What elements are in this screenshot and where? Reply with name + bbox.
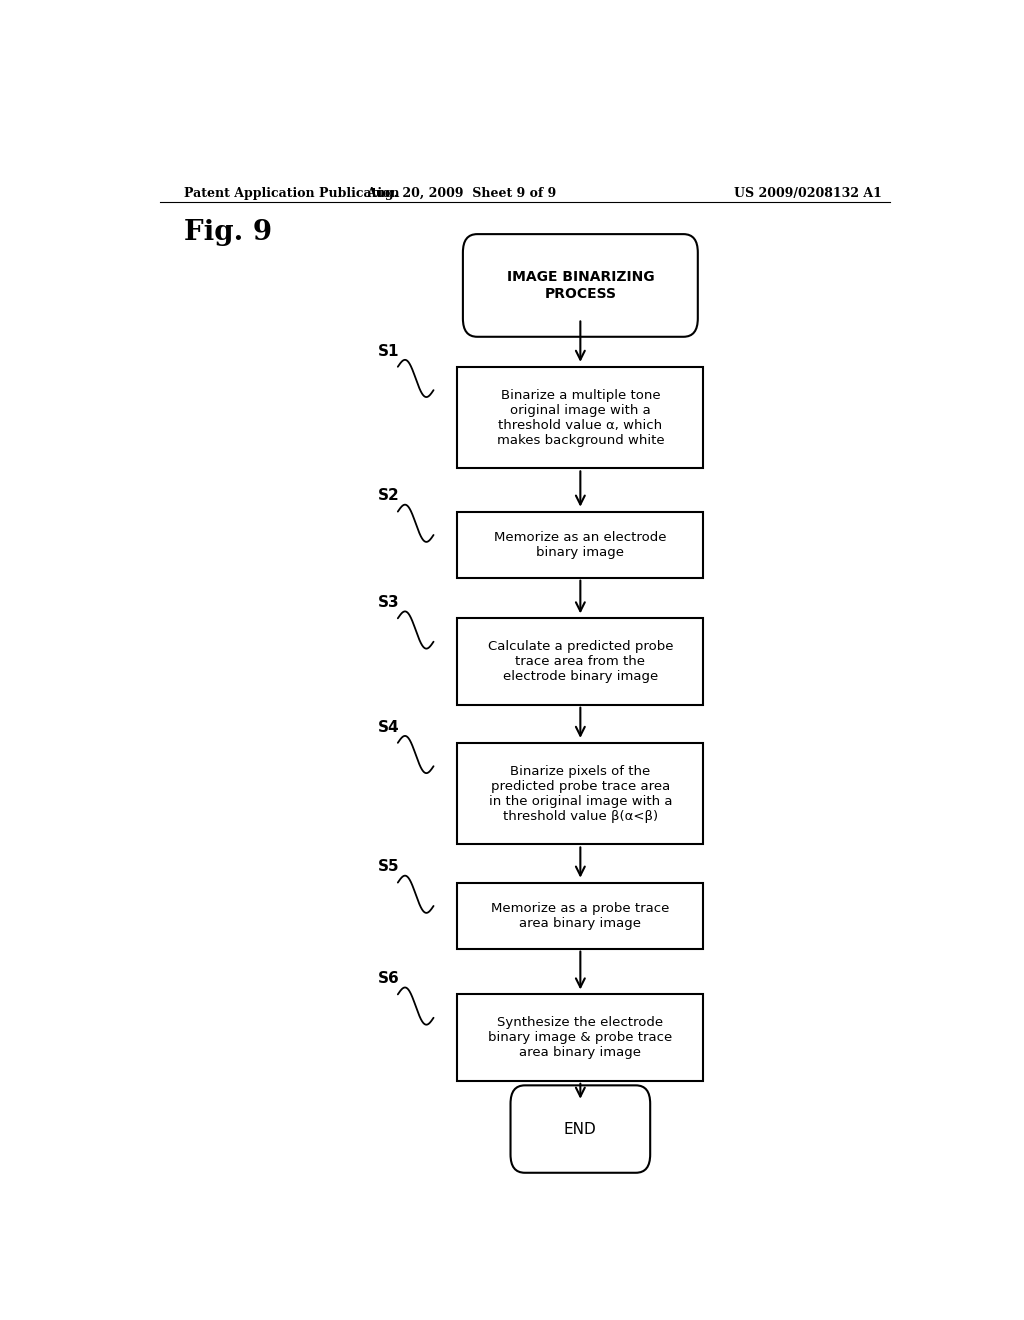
Bar [458, 743, 703, 845]
Text: US 2009/0208132 A1: US 2009/0208132 A1 [734, 187, 882, 199]
Text: S3: S3 [378, 595, 399, 610]
FancyBboxPatch shape [463, 234, 697, 337]
Text: S6: S6 [378, 972, 399, 986]
FancyBboxPatch shape [511, 1085, 650, 1172]
Text: Fig. 9: Fig. 9 [183, 219, 271, 247]
Text: S5: S5 [378, 859, 399, 874]
Text: Aug. 20, 2009  Sheet 9 of 9: Aug. 20, 2009 Sheet 9 of 9 [367, 187, 556, 199]
Text: S2: S2 [378, 488, 399, 503]
Text: Patent Application Publication: Patent Application Publication [183, 187, 399, 199]
Text: Binarize a multiple tone
original image with a
threshold value α, which
makes ba: Binarize a multiple tone original image … [497, 388, 665, 446]
Bar [458, 618, 703, 705]
Text: S4: S4 [378, 719, 399, 735]
Text: END: END [564, 1122, 597, 1137]
Bar [458, 367, 703, 469]
Text: Synthesize the electrode
binary image & probe trace
area binary image: Synthesize the electrode binary image & … [488, 1016, 673, 1059]
Text: Memorize as a probe trace
area binary image: Memorize as a probe trace area binary im… [492, 902, 670, 929]
Text: IMAGE BINARIZING
PROCESS: IMAGE BINARIZING PROCESS [507, 271, 654, 301]
Text: S1: S1 [378, 343, 399, 359]
Bar [458, 512, 703, 578]
Bar [458, 994, 703, 1081]
Text: Memorize as an electrode
binary image: Memorize as an electrode binary image [495, 531, 667, 558]
Text: Binarize pixels of the
predicted probe trace area
in the original image with a
t: Binarize pixels of the predicted probe t… [488, 764, 672, 822]
Text: Calculate a predicted probe
trace area from the
electrode binary image: Calculate a predicted probe trace area f… [487, 640, 673, 682]
Bar [458, 883, 703, 949]
